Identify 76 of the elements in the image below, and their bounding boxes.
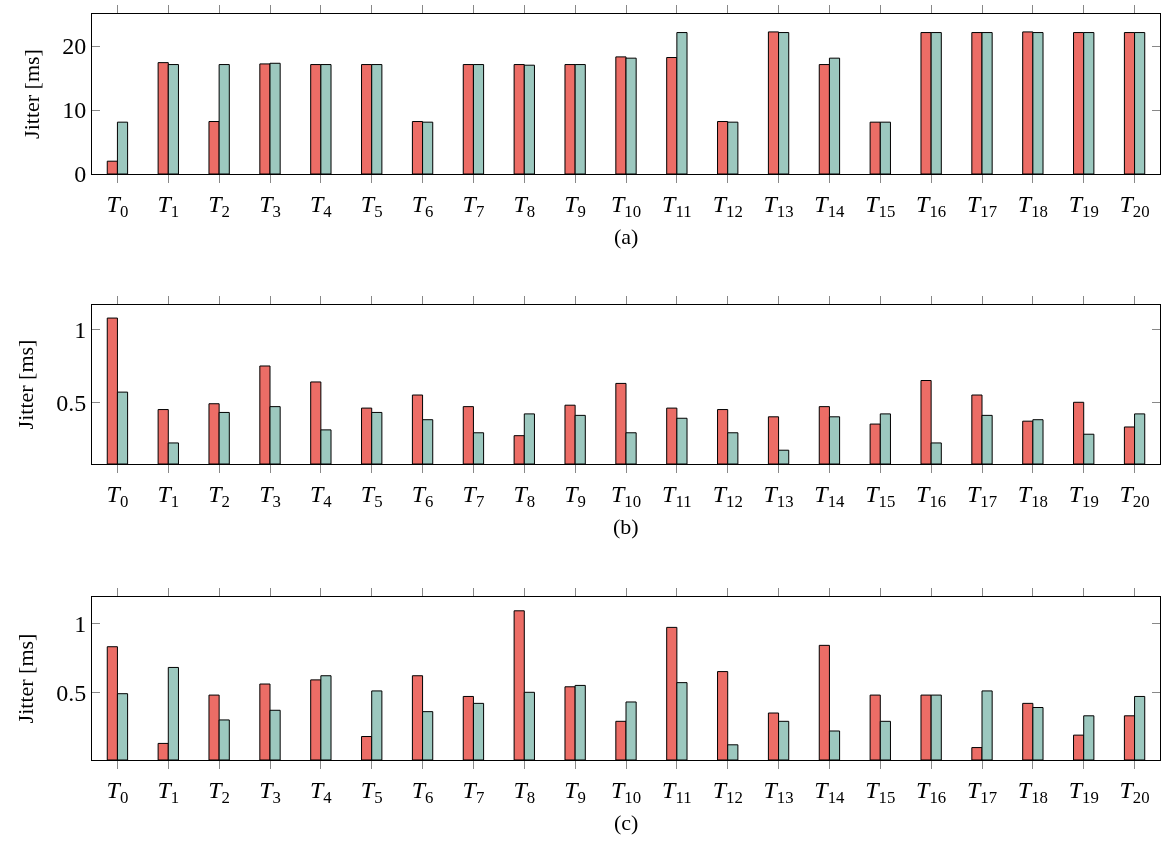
x-tick-label: T$_{11}$ xyxy=(662,776,692,807)
x-tick-label: T$_{11}$ xyxy=(662,190,692,221)
x-tick-label: T$_{13}$ xyxy=(763,190,794,221)
x-tick-label: T$_{3}$ xyxy=(259,480,281,511)
x-tick-label: T$_{7}$ xyxy=(462,776,485,807)
x-tick-label: T$_{18}$ xyxy=(1017,190,1048,221)
x-tick-label: T$_{0}$ xyxy=(106,190,129,221)
x-tick-label: T$_{9}$ xyxy=(564,776,587,807)
x-tick-label: T$_{17}$ xyxy=(966,776,998,807)
y-axis-title: Jitter [ms] xyxy=(19,49,44,139)
x-tick-label: T$_{16}$ xyxy=(916,190,947,221)
text: (c) xyxy=(614,810,639,835)
x-tick-label: T$_{2}$ xyxy=(208,190,231,221)
x-tick-label: T$_{17}$ xyxy=(966,480,998,511)
x-tick-label: T$_{9}$ xyxy=(564,190,587,221)
y-tick-label: 1 xyxy=(74,610,87,637)
x-tick-label: T$_{3}$ xyxy=(259,190,281,221)
y-tick-label: 0 xyxy=(74,161,87,188)
text: (a) xyxy=(614,224,639,249)
x-tick-label: T$_{1}$ xyxy=(157,480,180,511)
x-tick-label: T$_{19}$ xyxy=(1068,480,1099,511)
x-tick-label: T$_{2}$ xyxy=(208,480,231,511)
x-tick-label: T$_{4}$ xyxy=(309,190,333,221)
x-tick-label: T$_{17}$ xyxy=(966,190,998,221)
x-tick-label: T$_{8}$ xyxy=(513,776,536,807)
x-tick-label: T$_{5}$ xyxy=(360,776,383,807)
x-tick-label: T$_{12}$ xyxy=(712,190,743,221)
x-tick-label: T$_{7}$ xyxy=(462,480,485,511)
x-tick-label: T$_{13}$ xyxy=(763,480,794,511)
x-tick-label: T$_{5}$ xyxy=(360,480,383,511)
y-axis-title: Jitter [ms] xyxy=(13,633,38,724)
x-tick-label: T$_{8}$ xyxy=(513,480,536,511)
x-tick-label: T$_{9}$ xyxy=(564,480,587,511)
x-tick-label: T$_{15}$ xyxy=(865,776,896,807)
y-tick-label: 1 xyxy=(74,317,87,344)
x-tick-label: T$_{20}$ xyxy=(1119,190,1150,221)
x-tick-label: T$_{4}$ xyxy=(309,480,333,511)
x-tick-label: T$_{14}$ xyxy=(814,190,846,221)
x-tick-label: T$_{14}$ xyxy=(814,776,846,807)
x-tick-label: T$_{5}$ xyxy=(360,190,383,221)
x-tick-label: T$_{16}$ xyxy=(916,480,947,511)
y-axis-title: Jitter [ms] xyxy=(13,339,38,430)
x-tick-label: T$_{8}$ xyxy=(513,190,536,221)
x-tick-label: T$_{10}$ xyxy=(610,480,642,511)
y-tick-label: 0.5 xyxy=(56,679,87,706)
x-tick-label: T$_{13}$ xyxy=(763,776,794,807)
y-tick-label: 0.5 xyxy=(56,389,87,416)
x-tick-label: T$_{4}$ xyxy=(309,776,333,807)
y-tick-label: 20 xyxy=(62,33,87,60)
x-tick-label: T$_{16}$ xyxy=(916,776,947,807)
x-tick-label: T$_{6}$ xyxy=(411,776,434,807)
x-tick-label: T$_{10}$ xyxy=(610,776,642,807)
x-tick-label: T$_{2}$ xyxy=(208,776,231,807)
x-tick-label: T$_{11}$ xyxy=(662,480,692,511)
x-tick-label: T$_{1}$ xyxy=(157,190,180,221)
x-tick-label: T$_{12}$ xyxy=(712,776,743,807)
x-tick-label: T$_{6}$ xyxy=(411,190,434,221)
x-tick-label: T$_{18}$ xyxy=(1017,480,1048,511)
x-tick-label: T$_{15}$ xyxy=(865,480,896,511)
x-tick-label: T$_{15}$ xyxy=(865,190,896,221)
x-tick-label: T$_{0}$ xyxy=(106,480,129,511)
x-tick-label: T$_{7}$ xyxy=(462,190,485,221)
x-tick-label: T$_{20}$ xyxy=(1119,776,1150,807)
x-tick-label: T$_{3}$ xyxy=(259,776,281,807)
x-tick-label: T$_{12}$ xyxy=(712,480,743,511)
text: (b) xyxy=(613,514,639,539)
x-tick-label: T$_{6}$ xyxy=(411,480,434,511)
x-tick-label: T$_{1}$ xyxy=(157,776,180,807)
x-tick-label: T$_{19}$ xyxy=(1068,190,1099,221)
y-tick-label: 10 xyxy=(62,97,87,124)
x-tick-label: T$_{20}$ xyxy=(1119,480,1150,511)
x-tick-label: T$_{18}$ xyxy=(1017,776,1048,807)
x-tick-label: T$_{19}$ xyxy=(1068,776,1099,807)
x-tick-label: T$_{0}$ xyxy=(106,776,129,807)
x-tick-label: T$_{10}$ xyxy=(610,190,642,221)
x-tick-label: T$_{14}$ xyxy=(814,480,846,511)
